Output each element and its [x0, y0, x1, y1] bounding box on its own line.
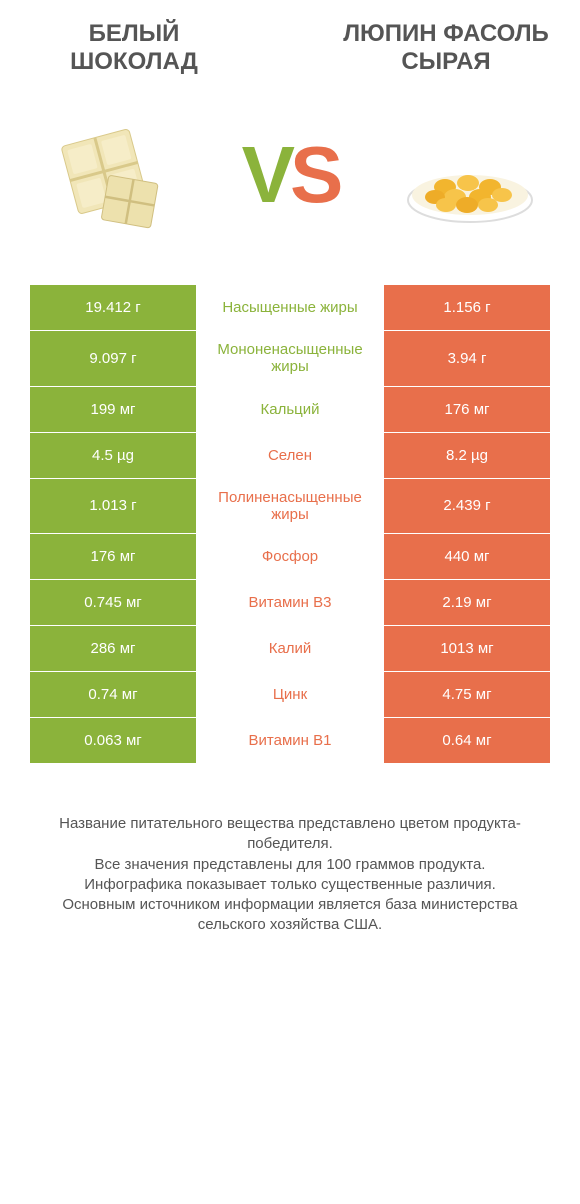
right-product-title: ЛЮПИН ФАСОЛЬ СЫРАЯ	[342, 20, 550, 75]
right-value-cell: 2.439 г	[384, 479, 550, 534]
table-row: 9.097 гМононенасыщенные жиры3.94 г	[30, 331, 550, 387]
left-value-cell: 286 мг	[30, 626, 196, 671]
nutrient-label-cell: Цинк	[196, 672, 384, 717]
footer-line-2: Все значения представлены для 100 граммо…	[40, 855, 540, 875]
right-value-cell: 176 мг	[384, 387, 550, 432]
right-value-cell: 4.75 мг	[384, 672, 550, 717]
table-row: 1.013 гПолиненасыщенные жиры2.439 г	[30, 479, 550, 535]
footer-line-1: Название питательного вещества представл…	[40, 814, 540, 855]
right-value-cell: 2.19 мг	[384, 580, 550, 625]
right-value-cell: 1013 мг	[384, 626, 550, 671]
table-row: 199 мгКальций176 мг	[30, 387, 550, 433]
left-product-title: БЕЛЫЙ ШОКОЛАД	[30, 20, 238, 75]
table-row: 19.412 гНасыщенные жиры1.156 г	[30, 285, 550, 331]
table-row: 0.74 мгЦинк4.75 мг	[30, 672, 550, 718]
nutrient-label-cell: Насыщенные жиры	[196, 285, 384, 330]
comparison-table: 19.412 гНасыщенные жиры1.156 г9.097 гМон…	[30, 285, 550, 764]
right-value-cell: 8.2 µg	[384, 433, 550, 478]
nutrient-label-cell: Полиненасыщенные жиры	[196, 479, 384, 534]
table-row: 0.063 мгВитамин B10.64 мг	[30, 718, 550, 764]
infographic-container: БЕЛЫЙ ШОКОЛАД ЛЮПИН ФАСОЛЬ СЫРАЯ	[0, 0, 580, 956]
right-value-cell: 440 мг	[384, 534, 550, 579]
table-row: 176 мгФосфор440 мг	[30, 534, 550, 580]
vs-s-letter: S	[290, 130, 338, 219]
right-value-cell: 3.94 г	[384, 331, 550, 386]
nutrient-label-cell: Селен	[196, 433, 384, 478]
left-value-cell: 0.745 мг	[30, 580, 196, 625]
left-value-cell: 4.5 µg	[30, 433, 196, 478]
header-row: БЕЛЫЙ ШОКОЛАД ЛЮПИН ФАСОЛЬ СЫРАЯ	[30, 20, 550, 75]
table-row: 4.5 µgСелен8.2 µg	[30, 433, 550, 479]
white-chocolate-icon	[40, 105, 180, 245]
table-row: 286 мгКалий1013 мг	[30, 626, 550, 672]
left-value-cell: 176 мг	[30, 534, 196, 579]
left-value-cell: 19.412 г	[30, 285, 196, 330]
footer-line-3: Инфографика показывает только существенн…	[40, 875, 540, 895]
right-value-cell: 1.156 г	[384, 285, 550, 330]
vs-row: VS	[30, 105, 550, 245]
vs-label: VS	[242, 129, 339, 221]
left-value-cell: 0.063 мг	[30, 718, 196, 763]
left-value-cell: 0.74 мг	[30, 672, 196, 717]
nutrient-label-cell: Мононенасыщенные жиры	[196, 331, 384, 386]
footer-line-4: Основным источником информации является …	[40, 895, 540, 936]
table-row: 0.745 мгВитамин B32.19 мг	[30, 580, 550, 626]
nutrient-label-cell: Кальций	[196, 387, 384, 432]
footer-notes: Название питательного вещества представл…	[30, 814, 550, 936]
left-value-cell: 9.097 г	[30, 331, 196, 386]
lupin-beans-icon	[400, 105, 540, 245]
left-value-cell: 199 мг	[30, 387, 196, 432]
nutrient-label-cell: Витамин B3	[196, 580, 384, 625]
right-value-cell: 0.64 мг	[384, 718, 550, 763]
left-value-cell: 1.013 г	[30, 479, 196, 534]
nutrient-label-cell: Витамин B1	[196, 718, 384, 763]
nutrient-label-cell: Фосфор	[196, 534, 384, 579]
nutrient-label-cell: Калий	[196, 626, 384, 671]
vs-v-letter: V	[242, 130, 290, 219]
